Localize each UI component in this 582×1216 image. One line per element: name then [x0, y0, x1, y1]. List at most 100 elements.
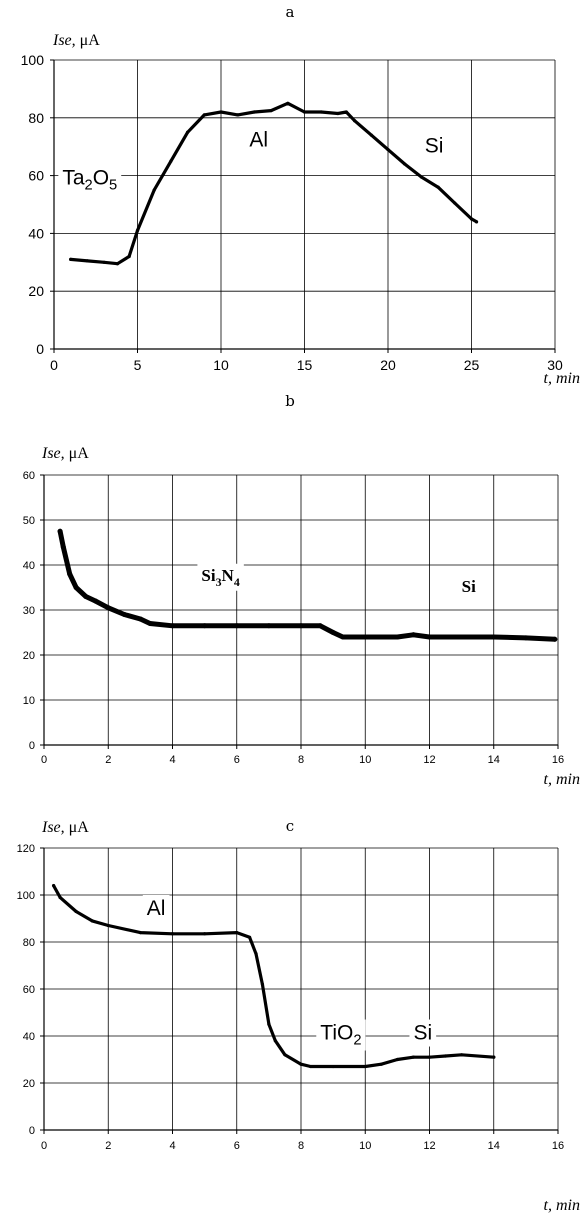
data-series-line [57, 528, 558, 642]
annotation-text: Si [413, 1022, 432, 1045]
data-point [235, 931, 239, 935]
annotation-text: N [222, 566, 235, 585]
y-tick-label: 60 [23, 470, 35, 482]
y-tick-label: 20 [28, 283, 44, 299]
y-tick-label: 120 [17, 843, 35, 855]
annotation-text: Al [249, 129, 268, 152]
data-point [92, 598, 98, 604]
x-tick-label: 4 [169, 754, 175, 766]
data-point [252, 110, 256, 114]
annotation-text: Si [425, 134, 444, 157]
x-tick-label: 16 [552, 754, 564, 766]
y-axis-label: Ise, μA [52, 32, 100, 49]
data-point [202, 623, 208, 629]
data-point [135, 228, 140, 233]
data-point [69, 257, 73, 262]
data-point [309, 1064, 313, 1069]
data-point [115, 262, 120, 266]
data-point [67, 571, 73, 577]
data-point [379, 1062, 383, 1066]
data-point [403, 162, 407, 166]
annotation-background [420, 132, 448, 160]
x-tick-label: 6 [234, 1140, 240, 1152]
y-tick-label: 0 [29, 740, 35, 752]
annotation-background [245, 126, 273, 154]
data-point [369, 133, 373, 137]
y-tick-label: 20 [23, 1078, 35, 1090]
y-tick-label: 60 [23, 984, 35, 996]
y-tick-label: 40 [23, 1031, 35, 1043]
data-point [353, 119, 357, 123]
material-annotation: Al [147, 897, 166, 920]
x-tick-label: 16 [552, 1140, 564, 1152]
data-point [57, 528, 63, 534]
data-point [427, 1055, 432, 1059]
data-point [106, 923, 110, 928]
y-tick-label: 20 [23, 650, 35, 662]
annotation-text: O [93, 166, 109, 189]
data-point [83, 594, 89, 599]
data-point [73, 585, 79, 590]
data-point [336, 111, 340, 116]
data-point [411, 1055, 416, 1059]
annotation-background [409, 1019, 437, 1047]
data-point [170, 623, 175, 629]
annotation-subscript: 2 [85, 177, 93, 193]
annotation-text: Si [201, 566, 215, 585]
chart-panel-b: b 0 2 4 6 8 10 12 14 16 0 10 20 30 40 50 60 Ise, μA t, min S… [23, 392, 580, 788]
data-point [60, 544, 66, 550]
x-tick-label: 2 [105, 1140, 111, 1152]
data-point [453, 201, 457, 205]
material-annotation: TiO2 [320, 1022, 361, 1049]
data-point [395, 1057, 399, 1062]
data-point [234, 623, 240, 629]
data-point [362, 634, 368, 640]
data-point [52, 884, 56, 888]
data-point [459, 634, 465, 640]
y-axis-label-var: Ise, [52, 32, 76, 49]
annotation-background [142, 894, 170, 922]
x-tick-label: 10 [213, 357, 229, 373]
data-point [105, 605, 111, 611]
data-point [344, 110, 348, 114]
data-point [298, 623, 304, 629]
data-point [474, 220, 479, 224]
data-point [267, 1022, 271, 1026]
x-tick-label: 15 [297, 357, 313, 373]
data-point [138, 931, 142, 935]
data-point [273, 1039, 277, 1043]
x-tick-label: 25 [464, 357, 480, 373]
annotation-text: Si [462, 577, 476, 596]
y-tick-label: 40 [28, 225, 44, 241]
y-tick-label: 80 [23, 937, 35, 949]
x-tick-label: 0 [41, 754, 47, 766]
data-point [202, 113, 206, 117]
y-tick-label: 30 [23, 605, 35, 617]
annotation-subscript: 4 [234, 575, 240, 589]
x-tick-label: 8 [298, 1140, 304, 1152]
data-point [254, 952, 258, 956]
chart-panel-c: c 0 2 4 6 8 10 12 14 16 0 20 40 60 80 100 120 Ise, μA t, mi… [17, 817, 580, 1214]
panel-label: c [286, 817, 294, 835]
annotation-subscript: 2 [353, 1033, 361, 1049]
data-point [74, 909, 78, 914]
y-tick-label: 80 [28, 110, 44, 126]
data-point [427, 634, 432, 640]
data-point [394, 634, 400, 640]
annotation-background [316, 1019, 366, 1051]
material-annotation: Al [249, 129, 268, 152]
annotation-text: TiO [320, 1022, 353, 1045]
data-point [552, 636, 558, 642]
y-tick-label: 100 [21, 52, 45, 68]
material-annotation: Ta2O5 [62, 166, 117, 193]
data-point [90, 919, 94, 923]
x-tick-label: 30 [547, 357, 563, 373]
x-tick-label: 20 [380, 357, 396, 373]
x-tick-label: 5 [134, 357, 142, 373]
y-axis-label: Ise, μA [41, 445, 89, 462]
y-tick-label: 0 [29, 1125, 35, 1137]
data-point [330, 630, 336, 635]
y-tick-label: 50 [23, 515, 35, 527]
y-tick-label: 60 [28, 168, 44, 184]
